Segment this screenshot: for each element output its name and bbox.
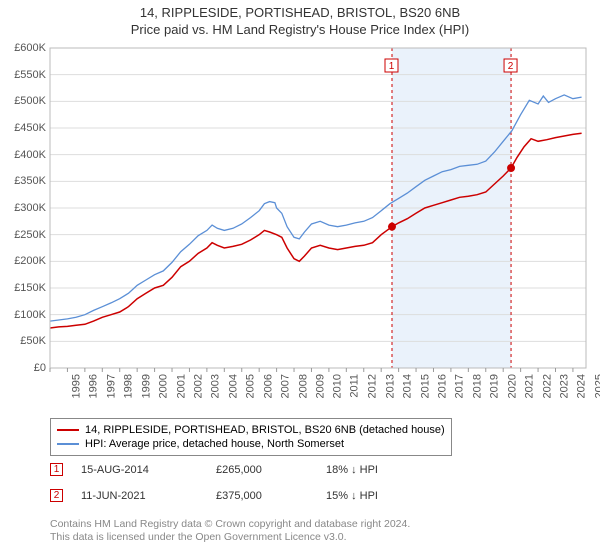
transaction-date: 15-AUG-2014: [81, 464, 216, 476]
y-tick-label: £350K: [6, 175, 46, 187]
x-tick-label: 2002: [193, 374, 205, 398]
y-tick-label: £50K: [6, 335, 46, 347]
x-tick-label: 2017: [454, 374, 466, 398]
attribution: Contains HM Land Registry data © Crown c…: [50, 518, 410, 544]
y-tick-label: £300K: [6, 202, 46, 214]
x-tick-label: 2007: [280, 374, 292, 398]
marker-point: [507, 164, 515, 172]
x-tick-label: 2008: [297, 374, 309, 398]
y-tick-label: £0: [6, 362, 46, 374]
x-tick-label: 2013: [384, 374, 396, 398]
x-tick-label: 1999: [140, 374, 152, 398]
transaction-delta: 18% ↓ HPI: [326, 464, 446, 476]
chart-marker-label: 2: [508, 61, 514, 72]
y-tick-label: £500K: [6, 95, 46, 107]
x-tick-label: 2009: [315, 374, 327, 398]
x-tick-label: 2012: [367, 374, 379, 398]
x-tick-label: 1995: [70, 374, 82, 398]
y-tick-label: £450K: [6, 122, 46, 134]
y-tick-label: £400K: [6, 149, 46, 161]
y-tick-label: £250K: [6, 229, 46, 241]
x-tick-label: 2024: [576, 374, 588, 398]
x-tick-label: 2016: [437, 374, 449, 398]
attribution-line1: Contains HM Land Registry data © Crown c…: [50, 518, 410, 531]
marker-point: [388, 223, 396, 231]
x-tick-label: 2011: [349, 374, 361, 398]
y-tick-label: £550K: [6, 69, 46, 81]
y-tick-label: £600K: [6, 42, 46, 54]
x-tick-label: 2000: [158, 374, 170, 398]
x-tick-label: 2021: [524, 374, 536, 398]
x-tick-label: 2003: [210, 374, 222, 398]
x-tick-label: 1997: [105, 374, 117, 398]
x-tick-label: 2018: [471, 374, 483, 398]
x-tick-label: 2023: [559, 374, 571, 398]
x-tick-label: 1996: [88, 374, 100, 398]
legend-item: HPI: Average price, detached house, Nort…: [57, 437, 445, 451]
x-tick-label: 2019: [489, 374, 501, 398]
transaction-marker-box: 2: [50, 489, 63, 502]
chart-container: 14, RIPPLESIDE, PORTISHEAD, BRISTOL, BS2…: [0, 0, 600, 560]
x-tick-label: 2006: [262, 374, 274, 398]
legend-swatch: [57, 443, 79, 445]
x-tick-label: 2022: [541, 374, 553, 398]
x-tick-label: 2020: [506, 374, 518, 398]
legend-item: 14, RIPPLESIDE, PORTISHEAD, BRISTOL, BS2…: [57, 423, 445, 437]
x-tick-label: 2025: [593, 374, 600, 398]
legend-swatch: [57, 429, 79, 431]
transaction-date: 11-JUN-2021: [81, 490, 216, 502]
y-tick-label: £200K: [6, 255, 46, 267]
legend-label: HPI: Average price, detached house, Nort…: [85, 438, 344, 450]
y-tick-label: £100K: [6, 309, 46, 321]
x-tick-label: 2001: [175, 374, 187, 398]
transaction-row: 1 15-AUG-2014£265,00018% ↓ HPI: [50, 463, 446, 476]
x-tick-label: 2004: [227, 374, 239, 398]
y-tick-label: £150K: [6, 282, 46, 294]
x-tick-label: 1998: [123, 374, 135, 398]
transaction-marker-box: 1: [50, 463, 63, 476]
transaction-row: 2 11-JUN-2021£375,00015% ↓ HPI: [50, 489, 446, 502]
legend: 14, RIPPLESIDE, PORTISHEAD, BRISTOL, BS2…: [50, 418, 452, 456]
x-tick-label: 2005: [245, 374, 257, 398]
attribution-line2: This data is licensed under the Open Gov…: [50, 531, 410, 544]
x-tick-label: 2014: [402, 374, 414, 398]
transaction-price: £265,000: [216, 464, 326, 476]
price-chart: 12: [0, 0, 600, 410]
legend-label: 14, RIPPLESIDE, PORTISHEAD, BRISTOL, BS2…: [85, 424, 445, 436]
chart-marker-label: 1: [389, 61, 395, 72]
x-tick-label: 2010: [332, 374, 344, 398]
x-tick-label: 2015: [419, 374, 431, 398]
transaction-price: £375,000: [216, 490, 326, 502]
transaction-delta: 15% ↓ HPI: [326, 490, 446, 502]
